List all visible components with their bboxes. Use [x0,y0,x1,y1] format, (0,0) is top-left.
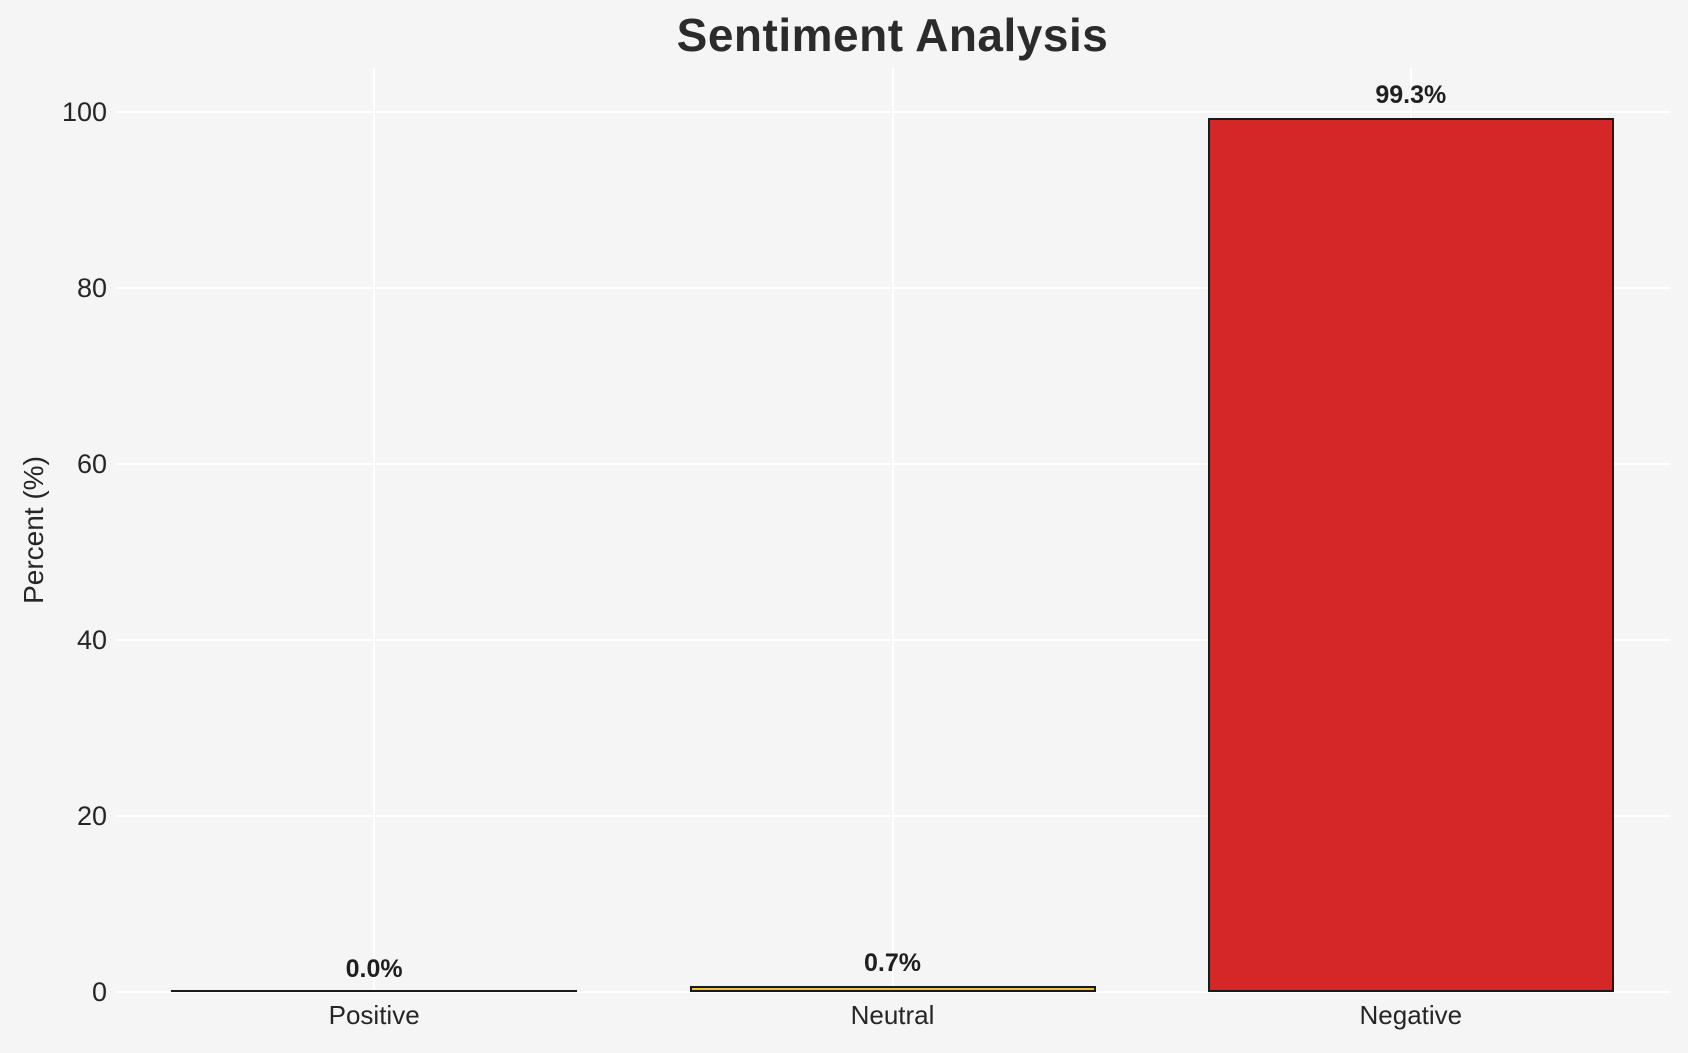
gridline-horizontal [115,991,1670,993]
bar-value-label: 0.7% [864,948,921,977]
bar-negative [1207,118,1614,992]
bar-value-label: 0.0% [345,955,403,983]
bar-positive [171,989,578,992]
gridline-vertical [373,68,376,992]
gridline-vertical [891,68,894,992]
chart-title: Sentiment Analysis [676,9,1109,61]
y-tick-label: 80 [76,273,107,303]
bar-neutral [689,985,1096,992]
y-tick-label: 40 [76,625,107,655]
x-category-label: Neutral [850,1000,935,1030]
y-tick-label: 0 [91,977,107,1007]
y-tick-label: 20 [76,801,107,831]
y-tick-label: 100 [61,97,107,127]
y-tick-label: 60 [76,449,107,479]
x-category-label: Negative [1359,1000,1463,1030]
bar-value-label: 99.3% [1375,81,1447,110]
x-category-label: Positive [328,1000,420,1030]
